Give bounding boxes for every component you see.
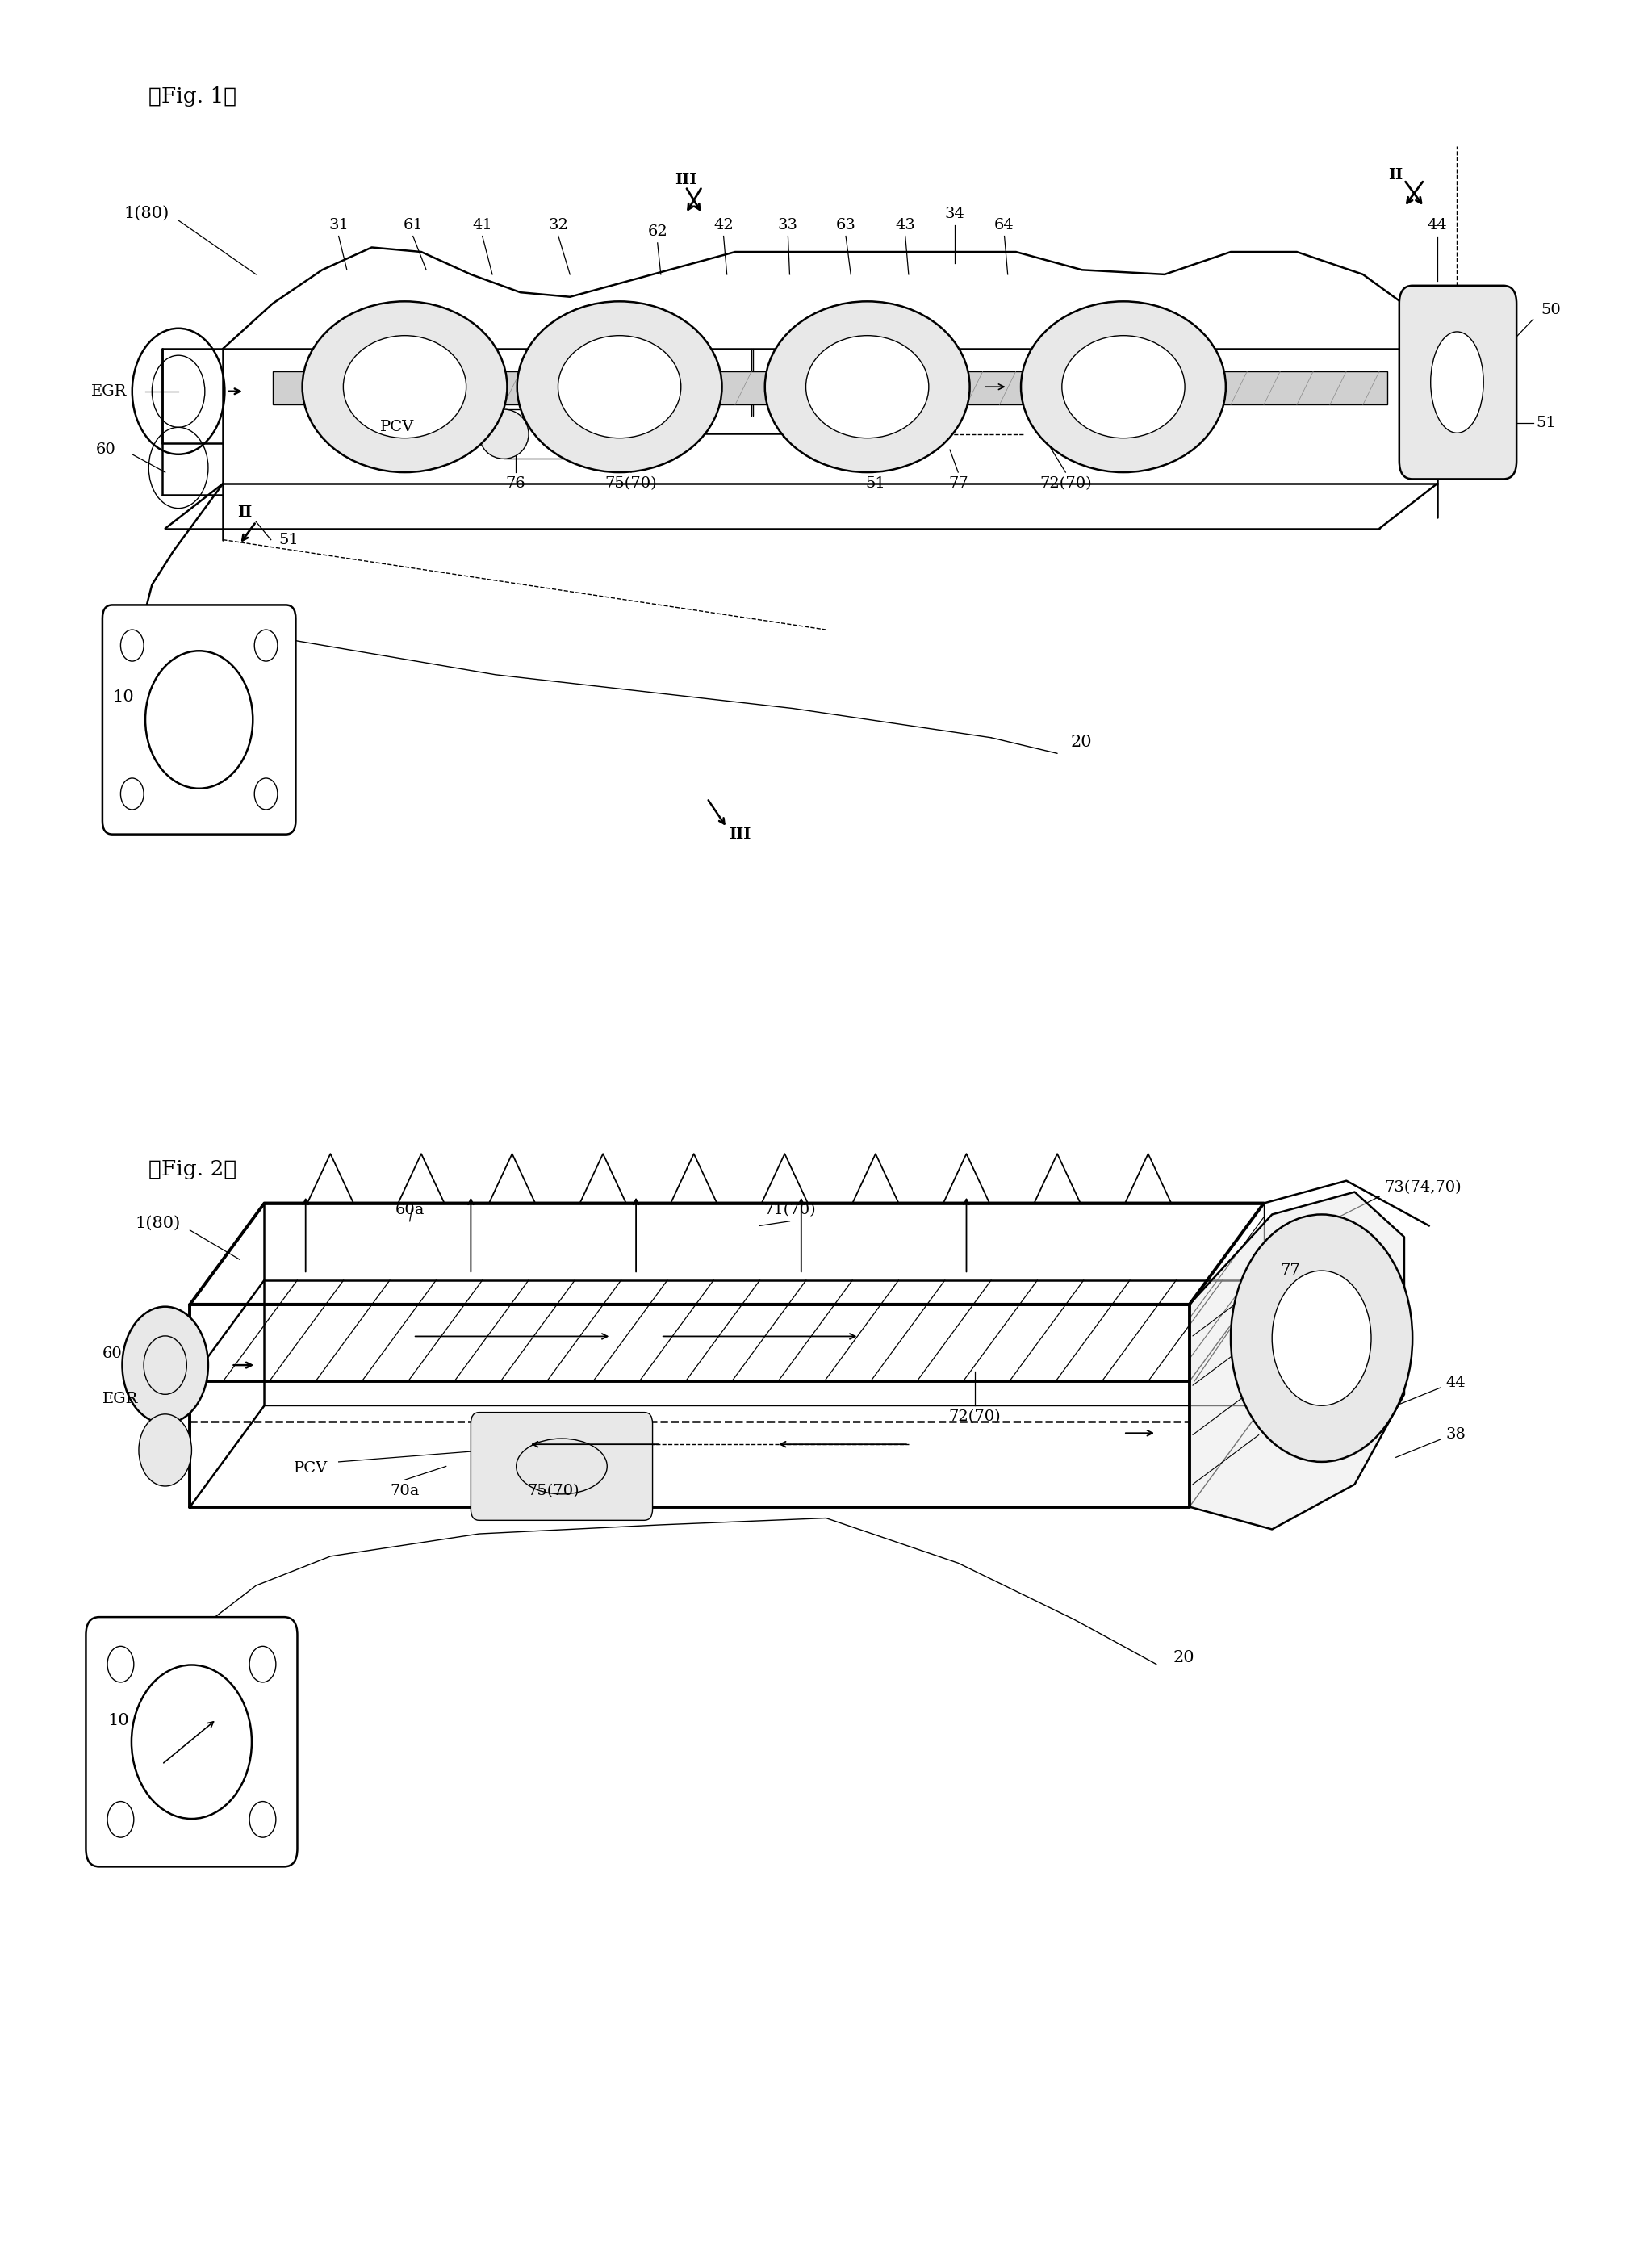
Ellipse shape bbox=[344, 335, 466, 439]
Text: 64: 64 bbox=[995, 218, 1014, 232]
Text: 38: 38 bbox=[1446, 1428, 1465, 1442]
FancyBboxPatch shape bbox=[471, 1412, 653, 1520]
Circle shape bbox=[122, 1307, 208, 1424]
Circle shape bbox=[139, 1415, 192, 1487]
FancyBboxPatch shape bbox=[1399, 286, 1517, 479]
Text: PCV: PCV bbox=[294, 1462, 329, 1475]
Ellipse shape bbox=[806, 335, 928, 439]
Text: 60: 60 bbox=[96, 443, 116, 457]
Text: 20: 20 bbox=[1070, 735, 1092, 749]
Text: 60: 60 bbox=[102, 1347, 122, 1361]
Text: 76: 76 bbox=[506, 477, 525, 490]
Polygon shape bbox=[1189, 1192, 1404, 1529]
Text: II: II bbox=[1389, 169, 1403, 182]
Text: 70a: 70a bbox=[390, 1484, 420, 1498]
Text: 41: 41 bbox=[472, 218, 492, 232]
Ellipse shape bbox=[517, 301, 722, 472]
Text: 1(80): 1(80) bbox=[124, 207, 169, 220]
Ellipse shape bbox=[1062, 335, 1184, 439]
Circle shape bbox=[1272, 1271, 1371, 1406]
Text: 51: 51 bbox=[1536, 416, 1556, 430]
Text: 34: 34 bbox=[945, 207, 965, 220]
Ellipse shape bbox=[765, 301, 970, 472]
FancyBboxPatch shape bbox=[86, 1617, 297, 1867]
Text: EGR: EGR bbox=[102, 1392, 139, 1406]
Ellipse shape bbox=[1021, 301, 1226, 472]
Ellipse shape bbox=[479, 409, 529, 459]
Text: EGR: EGR bbox=[91, 385, 127, 398]
Text: 43: 43 bbox=[895, 218, 915, 232]
Text: 72(70): 72(70) bbox=[948, 1410, 1001, 1424]
Text: 33: 33 bbox=[778, 218, 798, 232]
Text: 62: 62 bbox=[648, 225, 667, 238]
Text: III: III bbox=[729, 828, 752, 841]
Text: PCV: PCV bbox=[380, 421, 415, 434]
Text: II: II bbox=[238, 506, 251, 520]
Text: 【Fig. 1】: 【Fig. 1】 bbox=[149, 88, 236, 106]
Ellipse shape bbox=[302, 301, 507, 472]
Text: 32: 32 bbox=[548, 218, 568, 232]
Text: 73(74,70): 73(74,70) bbox=[1384, 1181, 1462, 1194]
Text: 10: 10 bbox=[107, 1714, 129, 1727]
Text: 71(70): 71(70) bbox=[763, 1203, 816, 1217]
Text: 51: 51 bbox=[866, 477, 885, 490]
Text: 31: 31 bbox=[329, 218, 349, 232]
Text: 【Fig. 2】: 【Fig. 2】 bbox=[149, 1160, 236, 1178]
Circle shape bbox=[1231, 1214, 1412, 1462]
Text: 44: 44 bbox=[1427, 218, 1447, 232]
Text: 51: 51 bbox=[279, 533, 299, 547]
Text: 1(80): 1(80) bbox=[135, 1217, 180, 1230]
Text: 44: 44 bbox=[1446, 1376, 1465, 1390]
Text: 10: 10 bbox=[112, 690, 134, 704]
Text: 50: 50 bbox=[1541, 304, 1561, 317]
Text: III: III bbox=[674, 173, 697, 187]
Text: 61: 61 bbox=[403, 218, 423, 232]
Ellipse shape bbox=[636, 409, 686, 459]
Text: 75(70): 75(70) bbox=[605, 477, 657, 490]
Text: 72(70): 72(70) bbox=[1039, 477, 1092, 490]
Text: 77: 77 bbox=[948, 477, 968, 490]
Ellipse shape bbox=[1431, 331, 1483, 432]
Bar bbox=[273, 371, 1388, 405]
Text: 60a: 60a bbox=[395, 1203, 425, 1217]
Text: 42: 42 bbox=[714, 218, 733, 232]
Ellipse shape bbox=[558, 335, 681, 439]
Text: 63: 63 bbox=[836, 218, 856, 232]
Text: 77: 77 bbox=[1280, 1264, 1300, 1277]
Text: 20: 20 bbox=[1173, 1651, 1194, 1664]
FancyBboxPatch shape bbox=[102, 605, 296, 834]
Text: 75(70): 75(70) bbox=[527, 1484, 580, 1498]
